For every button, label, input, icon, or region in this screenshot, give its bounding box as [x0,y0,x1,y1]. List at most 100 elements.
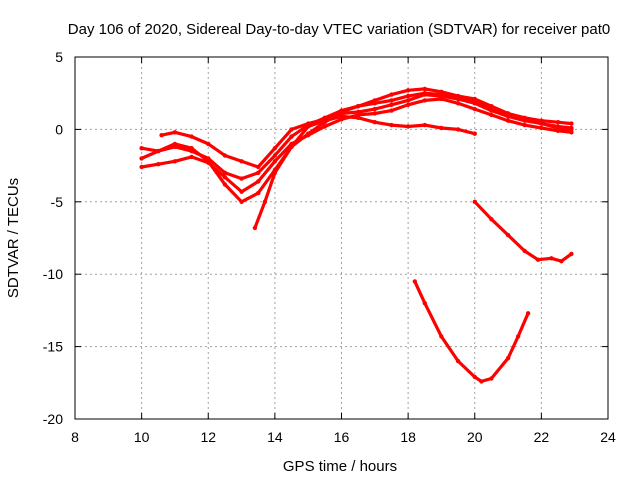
data-point [539,125,544,131]
data-point [479,379,484,384]
data-point [252,225,258,231]
data-point [272,159,278,164]
data-point [472,99,477,105]
data-point [439,93,444,99]
data-point [422,92,427,97]
data-point [472,199,477,204]
x-tick-label: 10 [134,429,150,445]
data-point [289,134,294,139]
data-point [322,118,327,123]
data-point [505,356,511,361]
data-point [569,127,574,132]
data-point [489,112,494,118]
data-point [422,301,427,306]
data-point [522,248,527,254]
y-tick-label: -10 [43,266,63,282]
data-point [405,98,411,103]
data-point [515,334,521,339]
data-point [525,311,531,316]
data-point [569,121,574,126]
data-point [272,153,278,158]
data-point [405,88,411,93]
series-arc7 [412,279,531,384]
data-point [272,170,278,175]
data-point [412,279,417,284]
data-point [372,98,377,103]
data-point [172,141,178,147]
series-arc4 [159,92,574,170]
data-point [389,98,394,103]
data-point [272,146,278,151]
series-arc5 [252,114,477,231]
x-tick-label: 16 [334,429,350,445]
data-point [356,115,361,121]
data-point [439,89,444,95]
data-point [405,102,411,108]
x-tick-label: 20 [467,429,483,445]
data-point [222,153,228,158]
data-point [405,124,411,129]
data-point [289,144,294,149]
y-tick-label: -15 [43,339,63,355]
x-tick-label: 24 [600,429,616,445]
data-point [405,93,411,99]
data-point [189,146,194,151]
data-point [372,111,377,116]
data-point [505,111,511,116]
x-axis-ticks: 8 10 12 14 16 18 20 22 24 [71,57,616,445]
series-line [160,92,574,169]
data-point [372,120,377,125]
y-tick-label: -5 [51,194,64,210]
data-point [455,101,461,106]
chart-title: Day 106 of 2020, Sidereal Day-to-day VTE… [68,21,610,38]
data-point [222,175,228,180]
data-point [489,217,494,222]
data-point [189,134,194,139]
data-point [139,156,144,161]
data-point [455,358,461,364]
data-point [439,125,444,131]
data-point [389,92,394,97]
data-point [256,170,261,175]
y-axis-label: SDTVAR / TECUs [5,178,22,298]
data-point [422,98,427,103]
data-point [322,124,327,129]
data-point [522,115,527,121]
data-point [372,106,377,112]
data-point [256,190,261,196]
x-tick-label: 8 [71,429,79,445]
series-line [413,279,530,383]
data-series [139,86,574,384]
data-point [239,199,244,204]
data-point [139,146,144,151]
data-point [306,131,311,136]
y-tick-label: 0 [55,121,63,137]
data-point [172,159,178,164]
series-arc1 [139,91,574,181]
data-point [339,114,344,119]
data-point [222,182,228,187]
data-point [522,122,527,128]
data-point [156,162,161,167]
data-point [549,256,554,261]
data-point [555,120,561,125]
data-point [489,376,494,381]
x-tick-label: 14 [267,429,283,445]
series-arc3 [139,86,574,204]
data-point [206,141,211,147]
data-point [455,127,461,132]
data-point [559,259,564,264]
data-point [472,131,477,136]
data-point [189,154,194,160]
data-point [389,102,394,108]
data-point [535,257,541,262]
x-axis-label: GPS time / hours [283,458,397,475]
data-point [505,118,511,123]
data-point [172,130,178,135]
data-point [139,164,144,170]
data-point [239,159,244,164]
data-point [389,122,394,128]
data-point [455,96,461,102]
data-point [539,118,544,123]
